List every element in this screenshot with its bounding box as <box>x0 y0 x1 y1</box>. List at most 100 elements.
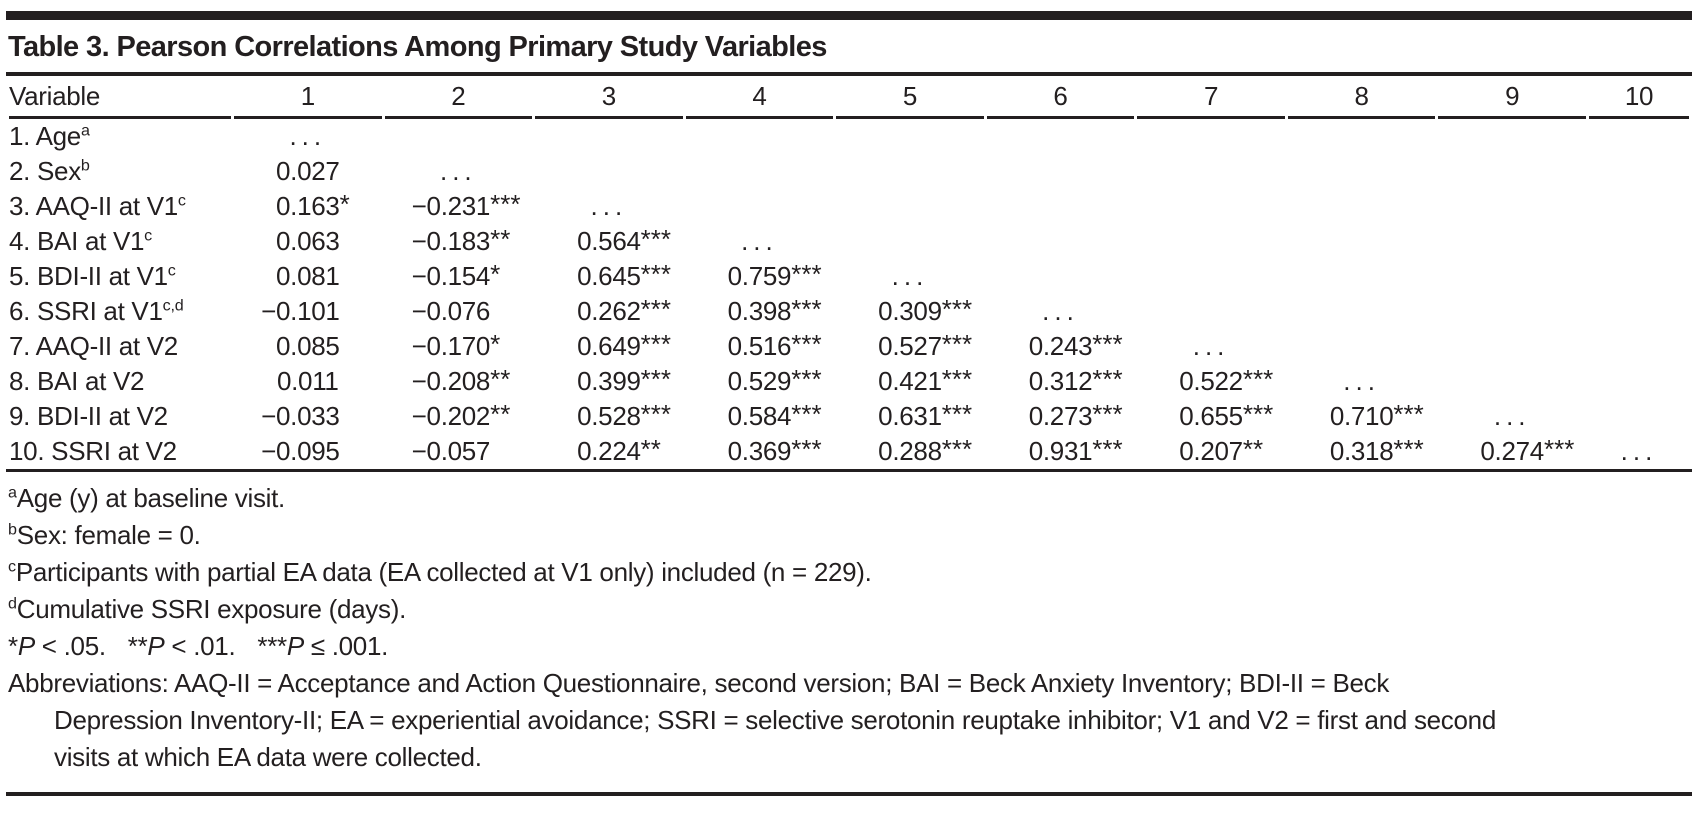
correlation-cell: ... <box>1589 434 1689 469</box>
correlation-cell <box>1137 119 1285 154</box>
correlation-cell: 0.085 <box>234 329 382 364</box>
significance-stars: ** <box>490 224 511 254</box>
row-label-superscript: b <box>80 156 90 175</box>
column-header-3: 3 <box>535 76 683 119</box>
correlation-cell <box>1589 329 1689 364</box>
correlation-cell: 0.399 *** <box>535 364 683 399</box>
footnote-a: aAge (y) at baseline visit. <box>8 483 285 513</box>
abbreviations-line: visits at which EA data were collected. <box>54 742 482 772</box>
correlation-cell: 0.027 <box>234 154 382 189</box>
significance-stars: *** <box>640 329 672 359</box>
correlation-cell: ... <box>385 154 533 189</box>
correlation-cell <box>1288 329 1436 364</box>
row-label-superscript: c,d <box>162 296 184 315</box>
significance-stars: *** <box>791 364 822 394</box>
correlation-cell: 0.163 * <box>234 189 382 224</box>
correlation-cell: 0.207 ** <box>1137 434 1285 469</box>
correlation-cell: 0.011 <box>234 364 382 399</box>
correlation-value: 0.027 <box>275 156 340 186</box>
significance-stars: *** <box>1242 399 1274 429</box>
correlation-cell <box>1438 329 1586 364</box>
significance-stars: *** <box>1543 434 1575 464</box>
correlation-value: −0.057 <box>411 436 491 466</box>
significance-stars: *** <box>1242 364 1274 394</box>
correlation-cell <box>1137 154 1285 189</box>
correlation-value: 0.312 *** <box>1028 364 1123 396</box>
correlation-cell <box>1288 154 1436 189</box>
correlation-cell <box>987 259 1135 294</box>
table-row: 1. Agea... <box>9 119 1689 154</box>
significance-stars: ** <box>640 434 661 464</box>
correlation-cell <box>686 119 834 154</box>
correlation-cell: 0.318 *** <box>1288 434 1436 469</box>
correlation-cell: 0.081 <box>234 259 382 294</box>
correlation-cell <box>836 119 984 154</box>
correlation-value: 0.163 * <box>275 189 350 221</box>
row-label: 4. BAI at V1c <box>9 226 153 256</box>
significance-stars: *** <box>941 294 973 324</box>
column-header-9: 9 <box>1438 76 1586 119</box>
correlation-value: 0.207 ** <box>1179 434 1264 466</box>
correlation-value: −0.154 * <box>411 259 501 291</box>
significance-stars: *** <box>791 399 822 429</box>
correlation-cell: 0.421 *** <box>836 364 984 399</box>
correlation-cell <box>1589 364 1689 399</box>
row-label: 10. SSRI at V2 <box>9 436 177 466</box>
correlation-value: −0.208 ** <box>411 364 511 396</box>
correlation-cell: ... <box>987 294 1135 329</box>
significance-threshold: ***P ≤ .001. <box>257 631 389 661</box>
correlation-cell: ... <box>1288 364 1436 399</box>
correlation-cell: 0.649 *** <box>535 329 683 364</box>
column-header-6: 6 <box>986 76 1135 119</box>
diagonal-ellipsis: ... <box>741 226 778 256</box>
correlation-cell <box>535 119 683 154</box>
correlation-cell <box>987 119 1135 154</box>
correlation-cell <box>1438 224 1586 259</box>
correlation-cell: 0.224 ** <box>535 434 683 469</box>
significance-stars: * <box>490 329 501 359</box>
column-header-1: 1 <box>234 76 382 119</box>
correlation-cell: −0.101 <box>234 294 382 329</box>
correlation-cell <box>535 154 683 189</box>
significance-stars: *** <box>941 364 973 394</box>
correlation-cell <box>1288 189 1436 224</box>
significance-stars: *** <box>1092 399 1123 429</box>
correlation-value: 0.318 *** <box>1329 434 1424 466</box>
row-label-superscript: a <box>80 121 90 140</box>
correlation-cell: 0.528 *** <box>535 399 683 434</box>
correlation-value: 0.011 <box>276 366 339 396</box>
correlation-cell <box>1589 224 1689 259</box>
table-bottom-rule <box>6 469 1692 472</box>
correlation-cell: −0.208 ** <box>385 364 533 399</box>
correlation-cell: 0.369 *** <box>686 434 834 469</box>
correlation-value: 0.584 *** <box>727 399 822 431</box>
significance-stars: *** <box>640 364 672 394</box>
table-row: 7. AAQ-II at V2 0.085 −0.170 * 0.649 *** 0.516… <box>9 329 1689 364</box>
correlation-value: 0.399 *** <box>577 364 672 396</box>
correlation-value: 0.631 *** <box>878 399 973 431</box>
correlation-cell <box>1137 189 1285 224</box>
footnote-d: dCumulative SSRI exposure (days). <box>8 594 406 624</box>
correlation-cell <box>987 154 1135 189</box>
correlation-value: 0.369 *** <box>727 434 822 466</box>
correlation-cell: −0.095 <box>234 434 382 469</box>
correlation-cell: −0.202 ** <box>385 399 533 434</box>
correlation-cell <box>1438 189 1586 224</box>
significance-threshold: *P < .05. <box>8 631 106 661</box>
correlation-cell: 0.288 *** <box>836 434 984 469</box>
table-row: 2. Sexb 0.027... <box>9 154 1689 189</box>
correlation-value: 0.649 *** <box>577 329 672 361</box>
correlation-value: 0.522 *** <box>1179 364 1274 396</box>
correlation-cell: −0.170 * <box>385 329 533 364</box>
correlation-cell <box>686 154 834 189</box>
correlation-cell: ... <box>1137 329 1285 364</box>
correlation-cell: 0.759 *** <box>686 259 834 294</box>
correlation-value: 0.527 *** <box>878 329 973 361</box>
correlation-value: 0.759 *** <box>727 259 822 291</box>
column-header-2: 2 <box>384 76 533 119</box>
correlation-cell <box>1438 364 1586 399</box>
significance-stars: *** <box>791 294 822 324</box>
significance-stars: *** <box>640 399 672 429</box>
diagonal-ellipsis: ... <box>1493 401 1531 431</box>
correlation-value: 0.931 *** <box>1028 434 1123 466</box>
